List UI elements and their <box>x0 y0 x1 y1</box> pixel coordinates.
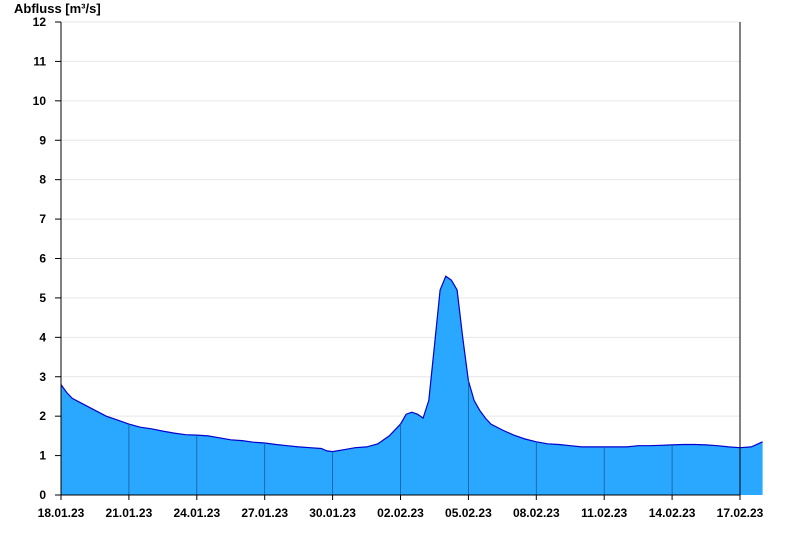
x-tick-label: 27.01.23 <box>241 506 288 520</box>
y-tick-label: 4 <box>39 330 46 344</box>
y-tick-label: 3 <box>39 370 46 384</box>
x-tick-label: 14.02.23 <box>649 506 696 520</box>
x-tick-label: 21.01.23 <box>106 506 153 520</box>
y-tick-label: 7 <box>39 212 46 226</box>
series-area <box>61 276 763 495</box>
y-tick-label: 11 <box>33 54 46 68</box>
y-tick-label: 0 <box>39 488 46 502</box>
y-tick-label: 6 <box>39 252 46 266</box>
x-tick-label: 02.02.23 <box>377 506 424 520</box>
x-tick-label: 18.01.23 <box>38 506 85 520</box>
y-axis-label: Abfluss [m³/s] <box>14 1 101 16</box>
tick-guide-lines <box>128 380 673 495</box>
y-tick-label: 2 <box>39 409 46 423</box>
x-tick-label: 24.01.23 <box>173 506 220 520</box>
x-tick-label: 08.02.23 <box>513 506 560 520</box>
y-tick-label: 1 <box>39 449 46 463</box>
y-tick-label: 8 <box>39 173 46 187</box>
x-tick-label: 30.01.23 <box>309 506 356 520</box>
y-tick-label: 12 <box>33 15 47 29</box>
grid <box>61 21 740 457</box>
x-tick-label: 05.02.23 <box>445 506 492 520</box>
y-tick-label: 5 <box>39 291 46 305</box>
y-tick-label: 10 <box>33 94 47 108</box>
y-tick-label: 9 <box>39 133 46 147</box>
x-axis-ticks: 18.01.23 21.01.23 24.01.23 27.01.23 30.01.23… <box>38 495 764 520</box>
x-tick-label: 17.02.23 <box>717 506 764 520</box>
series-line <box>60 275 763 453</box>
x-tick-label: 11.02.23 <box>581 506 627 520</box>
